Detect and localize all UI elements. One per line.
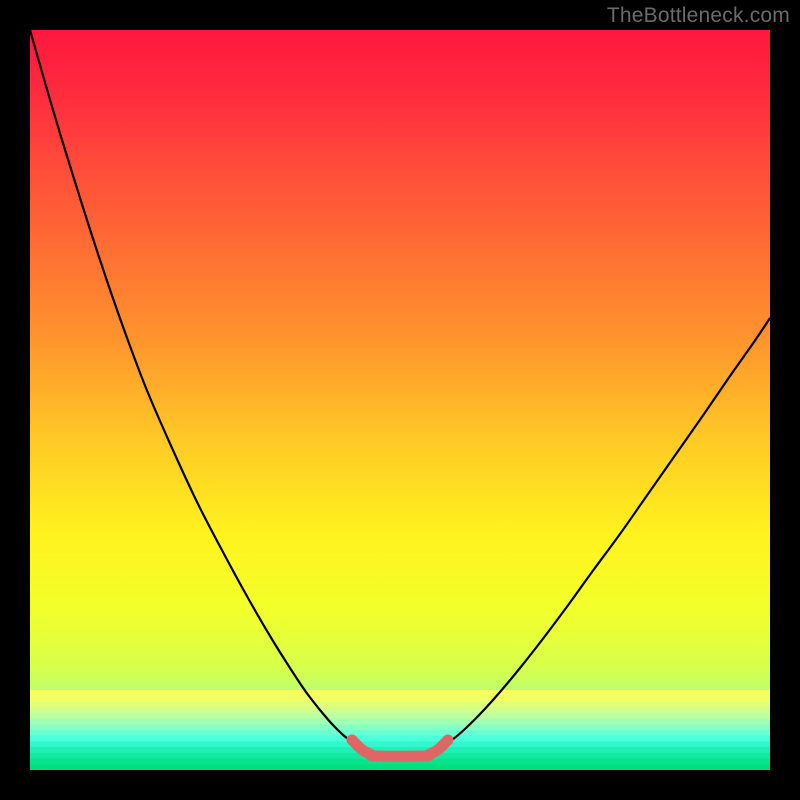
gradient-plot-area	[30, 30, 770, 770]
chart-container: TheBottleneck.com	[0, 0, 800, 800]
bottleneck-chart	[0, 0, 800, 800]
watermark-text: TheBottleneck.com	[607, 4, 790, 28]
